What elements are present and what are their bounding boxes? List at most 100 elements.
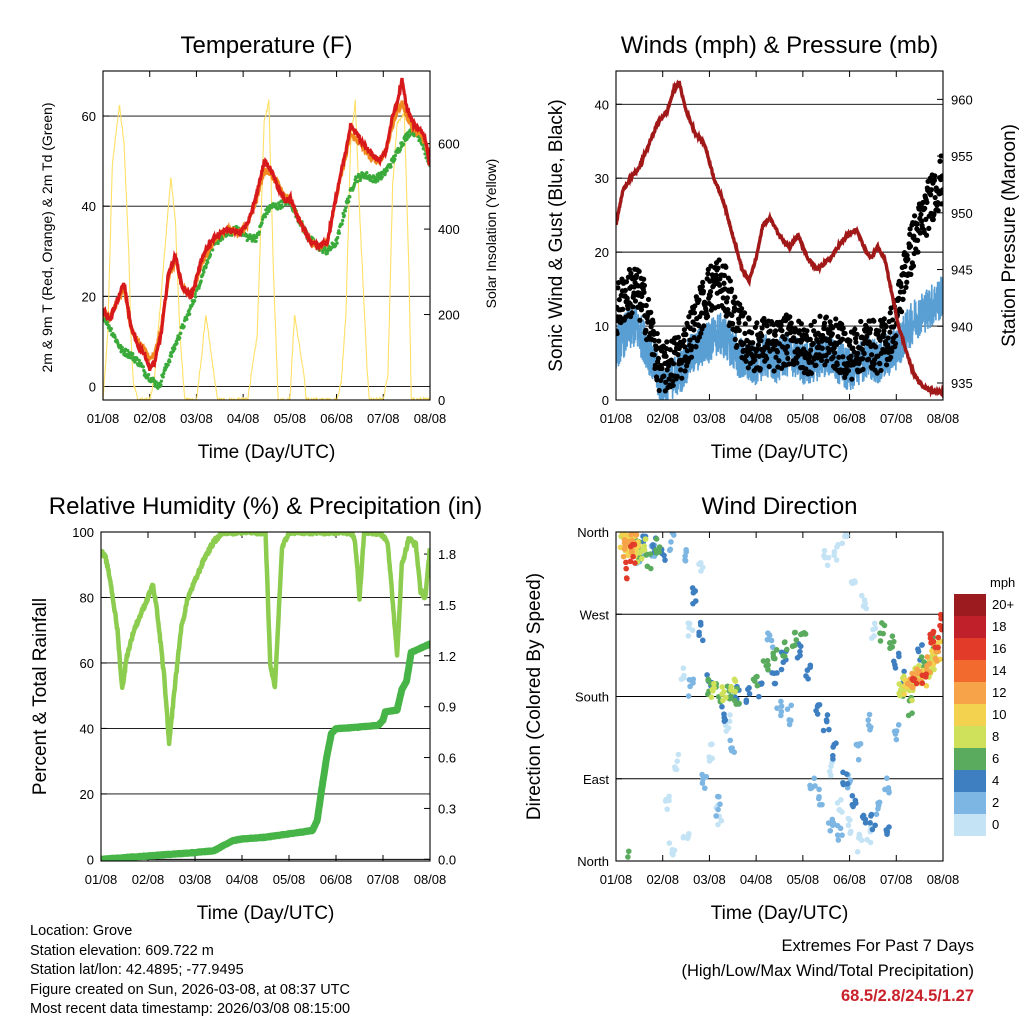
direction-point <box>685 833 691 840</box>
x-tick-label: 04/08 <box>740 411 773 426</box>
gust-point <box>686 314 692 320</box>
gust-point <box>713 272 719 278</box>
gust-point <box>787 329 794 336</box>
dewpoint-point <box>389 165 393 169</box>
gust-point <box>833 316 839 322</box>
direction-point <box>756 693 762 700</box>
gust-point <box>887 329 893 335</box>
y2-axis-label: Station Pressure (Maroon) <box>999 124 1020 347</box>
gust-point <box>840 354 846 360</box>
direction-point <box>870 626 876 633</box>
direction-point <box>834 544 840 550</box>
gust-point <box>871 318 877 324</box>
y-axis-label: Percent & Total Rainfall <box>30 598 51 795</box>
dewpoint-point <box>188 306 192 311</box>
dewpoint-point <box>274 202 278 206</box>
x-tick-label: 07/08 <box>367 872 400 887</box>
gust-point <box>724 299 730 305</box>
direction-point <box>664 806 670 813</box>
series-wind-direction-8 <box>623 541 943 687</box>
gust-point <box>688 354 695 360</box>
dewpoint-point <box>146 372 151 377</box>
direction-point <box>886 824 892 830</box>
colorbar-swatch <box>954 660 986 682</box>
gust-point <box>699 283 705 290</box>
dewpoint-point <box>201 272 205 277</box>
gust-point <box>641 282 648 289</box>
direction-point <box>861 597 868 603</box>
x-tick-label: 05/08 <box>787 411 820 426</box>
direction-point <box>719 703 725 710</box>
dewpoint-point <box>348 195 352 199</box>
direction-point <box>662 557 668 563</box>
direction-point <box>924 663 930 669</box>
y-tick-label: 10 <box>595 319 609 334</box>
direction-point <box>839 540 846 547</box>
dewpoint-point <box>205 260 210 264</box>
direction-point <box>666 547 673 554</box>
dewpoint-point <box>175 341 179 346</box>
direction-point <box>778 698 784 705</box>
direction-point <box>889 633 896 639</box>
y-tick-label: East <box>583 772 609 787</box>
gust-point <box>682 368 688 374</box>
gust-point <box>752 324 758 330</box>
gust-point <box>803 366 809 372</box>
gust-point <box>731 305 738 311</box>
direction-point <box>856 831 863 838</box>
direction-point <box>914 670 920 677</box>
direction-point <box>772 680 779 687</box>
direction-point <box>750 676 757 683</box>
direction-point <box>715 806 721 813</box>
gust-point <box>807 353 813 360</box>
direction-point <box>770 653 777 660</box>
gust-point <box>663 379 669 385</box>
direction-point <box>845 815 852 822</box>
y-tick-label: 0 <box>602 393 609 408</box>
direction-point <box>681 672 687 679</box>
x-tick-label: 05/08 <box>273 872 306 887</box>
gust-point <box>907 226 913 232</box>
gust-point <box>643 302 649 309</box>
gust-point <box>847 338 853 344</box>
direction-point <box>727 712 733 718</box>
colorbar-swatch <box>954 682 986 704</box>
direction-point <box>804 667 811 674</box>
direction-point <box>884 775 890 782</box>
gust-point <box>732 294 738 300</box>
x-tick-label: 02/08 <box>646 411 679 426</box>
direction-point <box>713 813 719 819</box>
dewpoint-point <box>137 358 141 363</box>
direction-point <box>708 694 715 700</box>
plot-border <box>102 70 431 401</box>
gust-point <box>898 309 905 315</box>
x-tick-label: 01/08 <box>600 872 633 887</box>
x-tick-label: 07/08 <box>367 411 400 426</box>
direction-point <box>897 692 903 699</box>
colorbar-swatch <box>954 770 986 792</box>
colorbar-swatch <box>954 748 986 770</box>
dewpoint-point <box>260 221 264 225</box>
direction-point <box>622 542 629 549</box>
direction-point <box>784 706 791 712</box>
direction-point <box>875 805 881 812</box>
gust-point <box>766 363 772 370</box>
direction-point <box>837 825 844 832</box>
direction-point <box>831 548 838 555</box>
extremes-box: Extremes For Past 7 Days (High/Low/Max W… <box>681 934 974 1009</box>
colorbar-swatch <box>954 704 986 726</box>
gust-point <box>808 370 815 376</box>
gust-point <box>940 175 943 181</box>
direction-point <box>774 705 780 711</box>
dewpoint-point <box>254 235 259 240</box>
y-tick-label: 100 <box>72 525 94 540</box>
y2-tick-label: 935 <box>951 376 973 391</box>
direction-point <box>723 694 729 701</box>
x-tick-label: 04/08 <box>740 872 773 887</box>
direction-point <box>623 565 629 572</box>
x-tick-label: 06/08 <box>320 411 353 426</box>
direction-point <box>629 548 635 555</box>
series-group <box>103 77 430 400</box>
y-tick-label: 0 <box>87 852 94 867</box>
gust-point <box>869 352 875 358</box>
